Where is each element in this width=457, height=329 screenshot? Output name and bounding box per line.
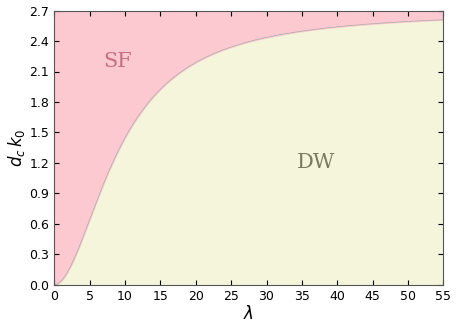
Y-axis label: $d_c\, k_0$: $d_c\, k_0$	[5, 129, 27, 167]
X-axis label: $\lambda$: $\lambda$	[244, 305, 254, 323]
Text: DW: DW	[297, 153, 335, 172]
Text: SF: SF	[104, 52, 132, 71]
